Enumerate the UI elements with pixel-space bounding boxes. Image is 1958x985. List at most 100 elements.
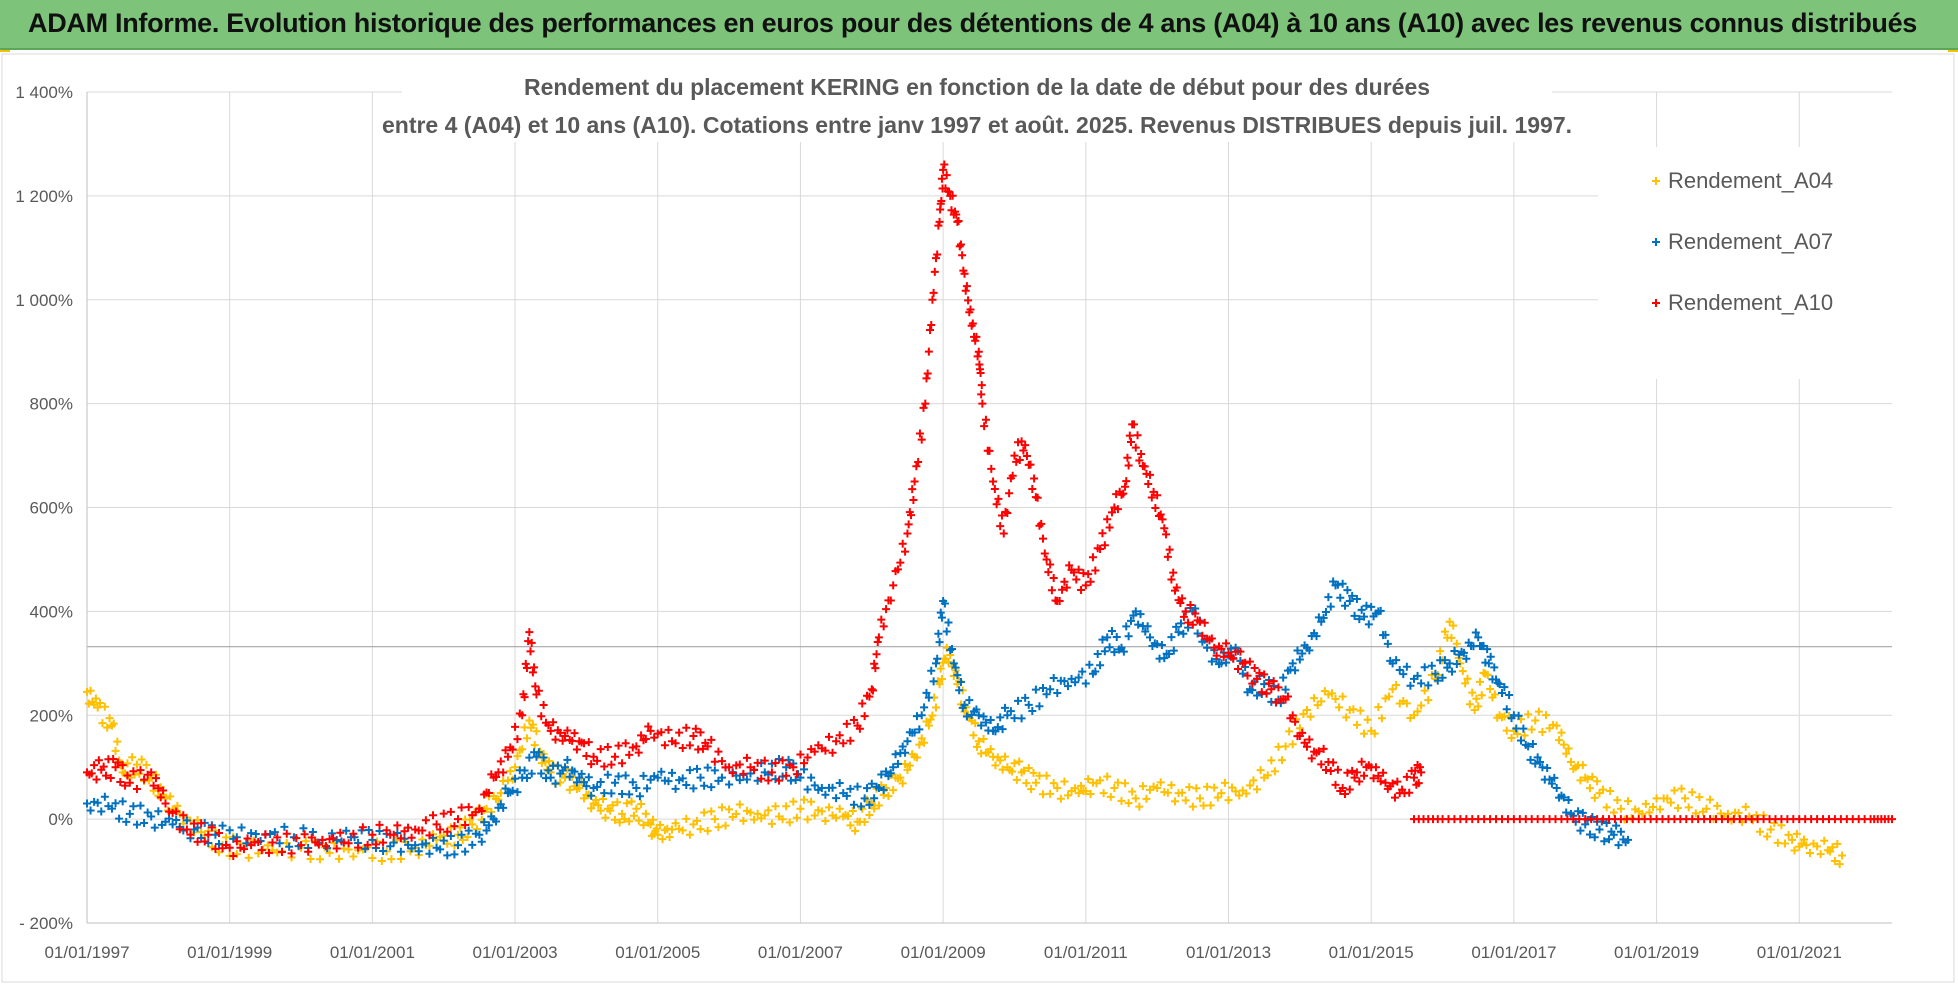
rendement_a04-marker <box>971 719 980 728</box>
rendement_a10-marker <box>948 191 957 200</box>
rendement_a10-marker <box>1371 763 1380 772</box>
rendement_a10-marker <box>243 834 252 843</box>
rendement_a10-marker <box>1219 652 1228 661</box>
chart-title-background <box>402 60 1552 142</box>
rendement_a04-marker <box>1242 789 1251 798</box>
rendement_a10-marker <box>129 767 138 776</box>
rendement_a10-marker <box>1122 477 1131 486</box>
rendement_a10-marker <box>707 735 716 744</box>
rendement_a07-marker <box>527 769 536 778</box>
rendement_a10-marker <box>531 682 540 691</box>
rendement_a10-marker <box>125 778 134 787</box>
rendement_a04-marker <box>1534 707 1543 716</box>
rendement_a04-marker <box>931 703 940 712</box>
rendement_a07-marker <box>1559 793 1568 802</box>
rendement_a04-marker <box>494 795 503 804</box>
rendement_a04-marker <box>1602 803 1611 812</box>
rendement_a07-marker <box>443 851 452 860</box>
rendement_a04-marker <box>222 833 231 842</box>
rendement_a10-marker <box>1100 541 1109 550</box>
rendement_a04-marker <box>860 818 869 827</box>
rendement_a10-marker <box>1019 446 1028 455</box>
y-tick-label: 1 000% <box>15 291 73 310</box>
rendement_a04-marker <box>1513 729 1522 738</box>
rendement_a04-marker <box>936 664 945 673</box>
rendement_a10-marker <box>1129 420 1138 429</box>
rendement_a07-marker <box>1141 627 1150 636</box>
rendement_a10-marker <box>563 726 572 735</box>
rendement_a04-marker <box>1475 677 1484 686</box>
rendement_a07-marker <box>934 629 943 638</box>
rendement_a04-marker <box>785 818 794 827</box>
rendement_a10-marker <box>867 685 876 694</box>
rendement_a10-marker <box>660 741 669 750</box>
rendement_a10-marker <box>1021 441 1030 450</box>
rendement_a04-marker <box>1788 835 1797 844</box>
rendement_a04-marker <box>1520 731 1529 740</box>
rendement_a10-marker <box>886 596 895 605</box>
rendement_a07-marker <box>1071 678 1080 687</box>
rendement_a04-marker <box>456 823 465 832</box>
rendement_a04-marker <box>1331 694 1340 703</box>
rendement_a07-marker <box>111 799 120 808</box>
rendement_a10-marker <box>1393 777 1402 786</box>
rendement_a10-marker <box>935 217 944 226</box>
rendement_a10-marker <box>919 403 928 412</box>
rendement_a10-marker <box>336 828 345 837</box>
rendement_a10-marker <box>725 763 734 772</box>
rendement_a04-marker <box>263 841 272 850</box>
rendement_a07-marker <box>1146 633 1155 642</box>
rendement_a04-marker <box>544 757 553 766</box>
rendement_a10-marker <box>1229 654 1238 663</box>
rendement_a04-marker <box>915 740 924 749</box>
rendement_a07-marker <box>696 773 705 782</box>
rendement_a10-marker <box>580 739 589 748</box>
rendement_a10-marker <box>1033 493 1042 502</box>
rendement_a04-marker <box>1490 690 1499 699</box>
rendement_a07-marker <box>584 773 593 782</box>
rendement_a07-marker <box>1576 826 1585 835</box>
rendement_a07-marker <box>901 748 910 757</box>
rendement_a10-marker <box>1314 747 1323 756</box>
rendement_a04-marker <box>1552 721 1561 730</box>
rendement_a10-marker <box>503 752 512 761</box>
rendement_a10-marker <box>607 760 616 769</box>
rendement_a07-marker <box>593 782 602 791</box>
rendement_a10-marker <box>1264 679 1273 688</box>
rendement_a07-marker <box>791 776 800 785</box>
rendement_a07-marker <box>1014 696 1023 705</box>
rendement_a04-marker <box>889 786 898 795</box>
rendement_a04-marker <box>1263 771 1272 780</box>
rendement_a10-marker <box>824 732 833 741</box>
rendement_a04-marker <box>1424 696 1433 705</box>
rendement_a07-marker <box>1585 830 1594 839</box>
x-tick-label: 01/01/2011 <box>1044 943 1128 962</box>
rendement_a10-marker <box>939 165 948 174</box>
rendement_a04-marker <box>482 804 491 813</box>
rendement_a04-marker <box>1483 670 1492 679</box>
rendement_a10-marker <box>903 529 912 538</box>
legend-entry: Rendement_A10 <box>1652 290 1833 315</box>
rendement_a07-marker <box>539 753 548 762</box>
rendement_a10-marker <box>499 768 508 777</box>
rendement_a10-marker <box>835 731 844 740</box>
rendement_a10-marker <box>714 747 723 756</box>
rendement_a10-marker <box>1222 639 1231 648</box>
rendement_a10-marker <box>492 773 501 782</box>
rendement_a04-marker <box>93 703 102 712</box>
rendement_a10-marker <box>1077 586 1086 595</box>
rendement_a07-marker <box>870 794 879 803</box>
rendement_a04-marker <box>973 742 982 751</box>
rendement_a07-marker <box>635 792 644 801</box>
rendement_a04-marker <box>898 779 907 788</box>
rendement_a04-marker <box>986 745 995 754</box>
rendement_a10-marker <box>151 774 160 783</box>
rendement_a07-marker <box>832 794 841 803</box>
rendement_a04-marker <box>928 711 937 720</box>
rendement_a10-marker <box>928 295 937 304</box>
rendement_a10-marker <box>582 752 591 761</box>
rendement_a10-marker <box>1274 683 1283 692</box>
x-tick-label: 01/01/2017 <box>1471 943 1556 962</box>
rendement_a10-marker <box>921 399 930 408</box>
rendement_a10-marker <box>904 520 913 529</box>
